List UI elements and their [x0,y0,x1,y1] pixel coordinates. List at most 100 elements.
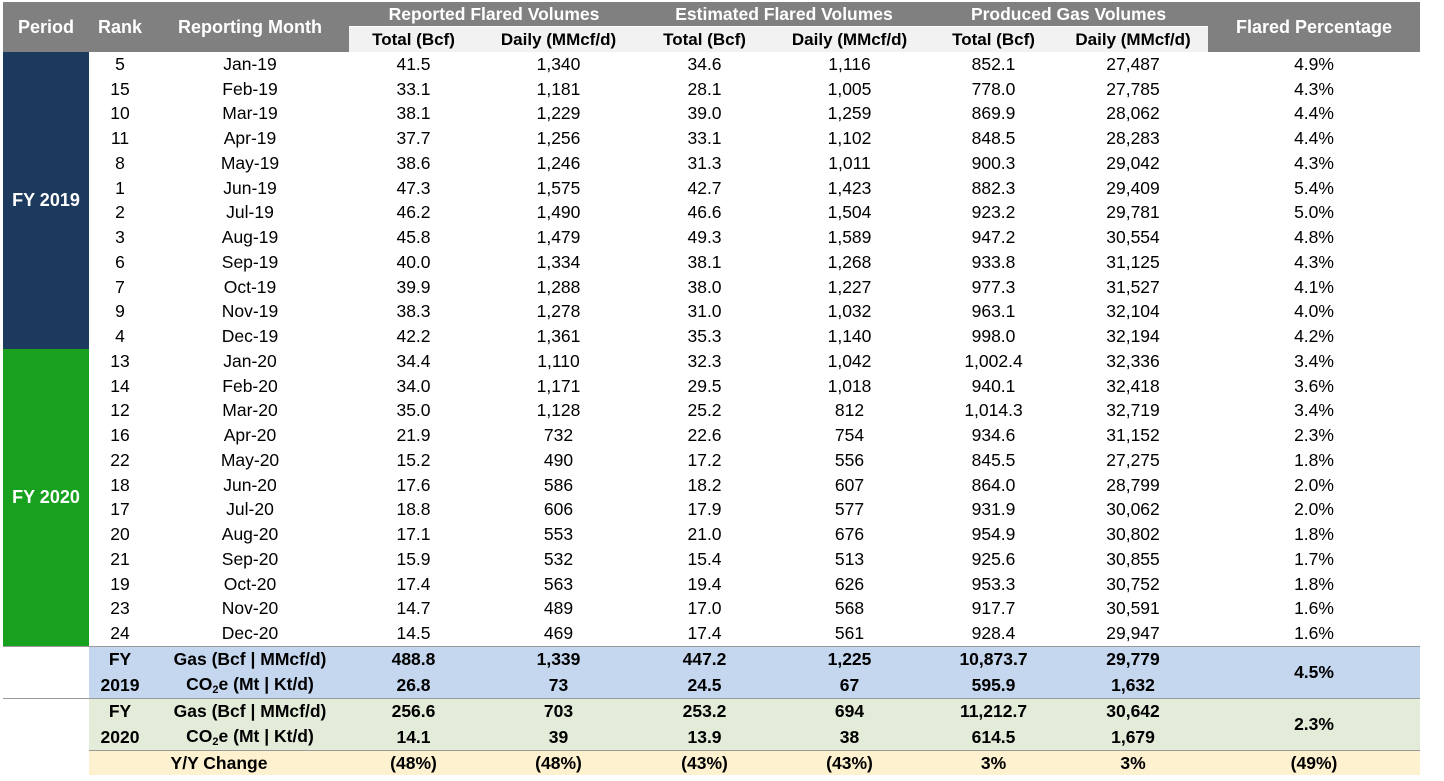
reported-total-cell: 17.4 [396,573,431,594]
produced-total-cell: 977.3 [971,276,1016,297]
reported-total-cell: 34.4 [396,350,431,371]
flared-pct-cell: 2.0% [1294,474,1334,495]
table-row: 12 Mar-20 35.0 1,128 25.2 812 1,014.3 32,719 3.4… [3,399,1420,424]
estimated-total-cell: 21.0 [687,524,722,545]
produced-daily-cell: 31,527 [1106,276,1160,297]
estimated-daily-cell: 1,116 [828,53,871,74]
table-row: 2 Jul-19 46.2 1,490 46.6 1,504 923.2 29,781 5.0% [3,201,1420,226]
reported-daily-cell: 1,229 [536,103,581,124]
produced-daily-cell: 32,418 [1106,375,1160,396]
flared-pct-cell: 4.8% [1294,227,1334,248]
estimated-total-cell: 46.6 [687,202,722,223]
table-row: FY 2020 13 Jan-20 34.4 1,110 32.3 1,042 1,002.4… [3,349,1420,647]
period-label: FY 2020 [3,349,89,647]
produced-total-cell: 852.1 [971,53,1016,74]
flared-pct-cell: 1.8% [1294,449,1334,470]
rank-cell: 4 [115,326,125,347]
estimated-daily-header: Daily (MMcf/d) [770,26,930,52]
rank-cell: 2 [115,202,125,223]
table-row: 3 Aug-19 45.8 1,479 49.3 1,589 947.2 30,554 4.8% [3,225,1420,250]
produced-total-cell: 869.9 [971,103,1016,124]
table-row: 8 May-19 38.6 1,246 31.3 1,011 900.3 29,042 4.3% [3,151,1420,176]
produced-total-cell: 923.2 [971,202,1016,223]
yoy-value: 3% [1058,750,1209,775]
reported-total-cell: 42.2 [396,326,431,347]
estimated-total-cell: 17.2 [687,449,722,470]
estimated-header: Estimated Flared Volumes [639,2,930,27]
produced-daily-cell: 30,752 [1106,573,1160,594]
table-row: 10 Mar-19 38.1 1,229 39.0 1,259 869.9 28,062 4.4… [3,102,1420,127]
rank-cell: 11 [110,128,130,149]
summary-value: 256.6 [349,698,478,725]
estimated-total-cell: 31.0 [687,301,722,322]
estimated-daily-cell: 1,504 [827,202,872,223]
fy2020-co2-summary-row: 2020 CO2e (Mt | Kt/d) 14.1 39 13.9 38 61… [3,724,1420,751]
fy2019-rows: FY 2019 5 Jan-19 41.5 1,340 34.6 1,116 852.1 27,… [3,52,1420,349]
reported-daily-cell: 1,181 [536,78,581,99]
reported-daily-cell: 532 [543,548,574,569]
month-cell: Apr-19 [223,128,277,149]
summary-value: 1,632 [1058,672,1209,699]
flared-pct-cell: 4.0% [1294,301,1334,322]
estimated-daily-cell: 1,032 [827,301,872,322]
yoy-value: (43%) [770,750,930,775]
reported-daily-cell: 469 [543,623,574,644]
month-cell: Jan-19 [223,53,277,74]
reported-total-cell: 18.8 [396,499,431,520]
flared-pct-cell: 4.4% [1294,128,1334,149]
month-cell: Jun-19 [223,177,277,198]
table-row: 21 Sep-20 15.9 532 15.4 513 925.6 30,855 1.7% [3,547,1420,572]
flared-pct-cell: 4.3% [1294,251,1334,272]
rank-cell: 14 [110,375,130,396]
month-cell: Sep-20 [221,548,279,569]
produced-daily-header: Daily (MMcf/d) [1058,26,1209,52]
estimated-total-cell: 42.7 [687,177,722,198]
reported-total-cell: 46.2 [396,202,431,223]
estimated-daily-cell: 1,268 [827,251,872,272]
produced-total-cell: 845.5 [971,449,1016,470]
produced-total-cell: 925.6 [971,548,1016,569]
rank-cell: 1 [115,177,125,198]
summary-value: 29,779 [1058,646,1209,673]
reported-daily-cell: 1,256 [536,128,581,149]
rank-cell: 5 [115,53,125,74]
month-cell: Dec-20 [221,623,279,644]
produced-daily-cell: 28,799 [1106,474,1160,495]
produced-daily-cell: 27,785 [1106,78,1160,99]
month-cell: Jan-20 [223,350,277,371]
table-row: 24 Dec-20 14.5 469 17.4 561 928.4 29,947 1.6% [3,621,1420,646]
summary-value: 1,225 [770,646,930,673]
summary-value: 614.5 [929,724,1059,751]
estimated-total-cell: 49.3 [687,227,722,248]
summary-co2-label: CO2e (Mt | Kt/d) [151,672,349,699]
summary-flared-pct: 2.3% [1208,698,1421,751]
reported-total-cell: 14.7 [396,598,431,619]
month-cell: Jun-20 [223,474,277,495]
produced-daily-cell: 32,719 [1106,400,1160,421]
month-cell: Nov-20 [221,598,279,619]
month-cell: Aug-19 [221,227,279,248]
produced-header: Produced Gas Volumes [929,2,1209,27]
table-row: 16 Apr-20 21.9 732 22.6 754 934.6 31,152 2.3% [3,423,1420,448]
summary-value: 39 [478,724,640,751]
estimated-total-cell: 17.4 [687,623,722,644]
estimated-daily-cell: 556 [834,449,865,470]
summary-value: 488.8 [349,646,478,673]
estimated-daily-cell: 812 [834,400,865,421]
reported-daily-cell: 1,128 [536,400,581,421]
summary-value: 703 [478,698,640,725]
estimated-total-cell: 34.6 [687,53,722,74]
summary-co2-label: CO2e (Mt | Kt/d) [151,724,349,751]
produced-daily-cell: 30,062 [1106,499,1160,520]
table-row: 9 Nov-19 38.3 1,278 31.0 1,032 963.1 32,104 4.0% [3,300,1420,325]
rank-cell: 9 [115,301,125,322]
summary-value: 10,873.7 [929,646,1059,673]
reported-total-cell: 15.2 [396,449,431,470]
table-row: 17 Jul-20 18.8 606 17.9 577 931.9 30,062 2.0% [3,498,1420,523]
estimated-total-cell: 38.0 [687,276,722,297]
produced-total-cell: 953.3 [971,573,1016,594]
produced-daily-cell: 27,487 [1106,53,1160,74]
table-row: 22 May-20 15.2 490 17.2 556 845.5 27,275 1.8% [3,448,1420,473]
summary-value: 447.2 [639,646,771,673]
estimated-daily-cell: 1,423 [827,177,872,198]
